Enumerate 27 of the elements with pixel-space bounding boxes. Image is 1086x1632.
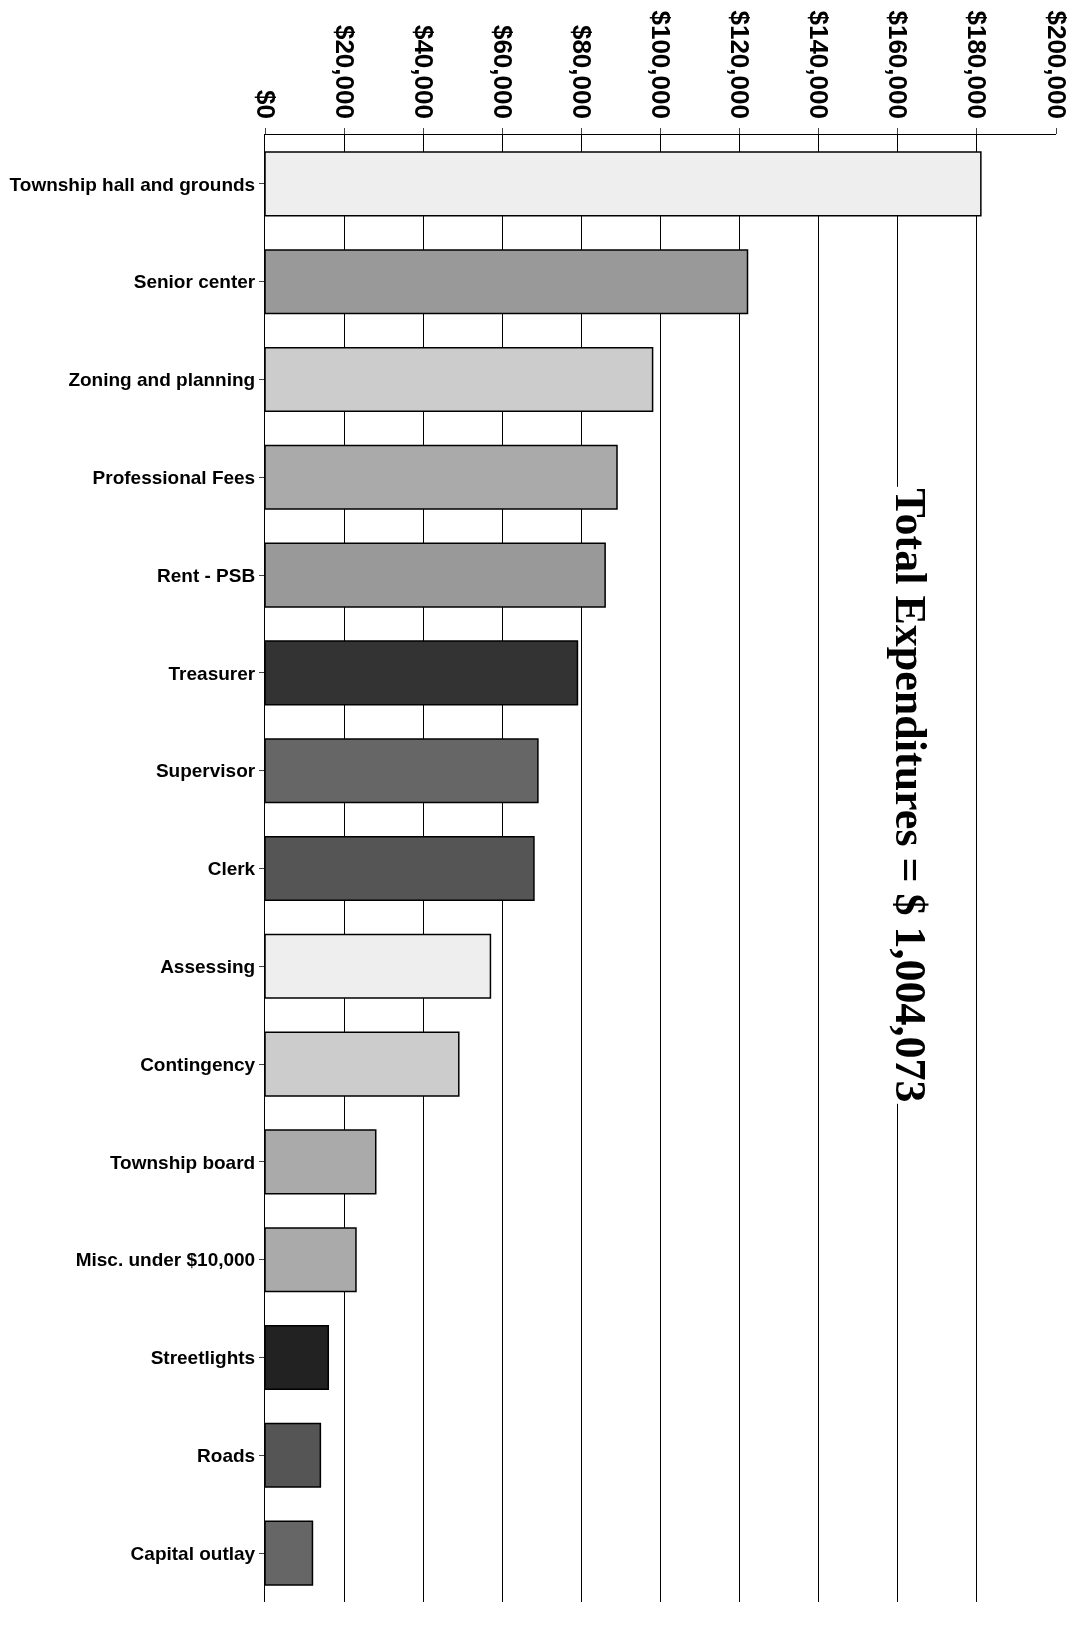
x-tick-label: $60,000 bbox=[487, 24, 518, 119]
y-tick-label: Township board bbox=[109, 1151, 256, 1173]
x-tick-label: $180,000 bbox=[962, 10, 993, 119]
x-tick-label: $80,000 bbox=[566, 24, 597, 119]
y-tick-label: Streetlights bbox=[150, 1347, 256, 1369]
y-tick-label: Supervisor bbox=[155, 760, 256, 782]
y-tick-label: Zoning and planning bbox=[68, 369, 256, 391]
x-tick-label: $140,000 bbox=[804, 10, 835, 119]
x-tick-label: $40,000 bbox=[408, 24, 439, 119]
x-tick-label: $160,000 bbox=[883, 10, 914, 119]
y-tick-label: Township hall and grounds bbox=[9, 173, 256, 195]
y-tick-label: Professional Fees bbox=[92, 466, 256, 488]
x-tick-label: $0 bbox=[250, 89, 281, 119]
y-tick-label: Assessing bbox=[160, 955, 256, 977]
y-tick-label: Rent - PSB bbox=[157, 564, 256, 586]
annotation: Total Expenditures = $ 1,004,073 bbox=[886, 488, 935, 1103]
x-tick-label: $120,000 bbox=[725, 10, 756, 119]
y-tick-label: Roads bbox=[197, 1444, 256, 1466]
y-tick-label: Senior center bbox=[133, 271, 256, 293]
y-tick-label: Clerk bbox=[207, 858, 256, 880]
x-tick-label: $20,000 bbox=[329, 24, 360, 119]
x-tick-label: $100,000 bbox=[646, 10, 677, 119]
y-tick-label: Capital outlay bbox=[130, 1542, 256, 1564]
y-tick-label: Misc. under $10,000 bbox=[75, 1249, 256, 1271]
x-tick-label: $200,000 bbox=[1041, 10, 1072, 119]
y-tick-label: Treasurer bbox=[168, 662, 256, 684]
y-tick-label: Contingency bbox=[140, 1053, 256, 1075]
